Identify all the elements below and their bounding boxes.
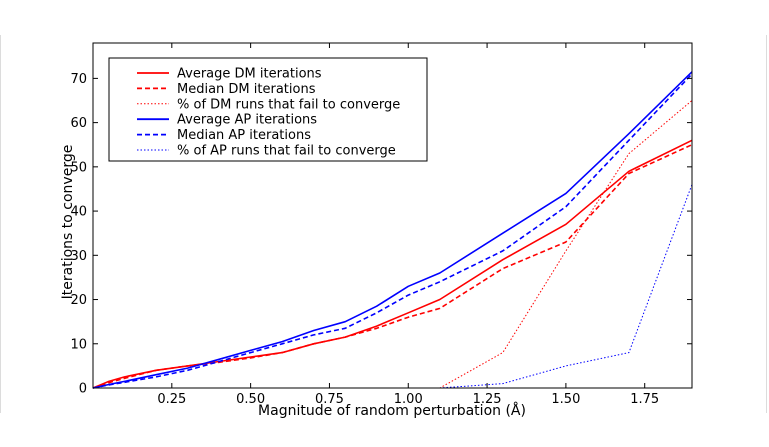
y-tick-label: 70 <box>70 72 87 87</box>
x-tick-label: 1.25 <box>473 392 502 407</box>
x-tick-label: 1.75 <box>630 392 659 407</box>
legend-label-3: % of DM runs that fail to converge <box>177 97 400 112</box>
y-tick-label: 50 <box>70 160 87 175</box>
series-line-2 <box>92 143 693 389</box>
x-tick-label: 0.50 <box>236 392 265 407</box>
series-layer <box>92 71 693 389</box>
legend-frame <box>108 57 428 162</box>
ticks-layer: 0.25 0.50 0.75 1.00 1.25 1.50 1.75 0 10 20 30 40 50 6… <box>70 43 692 407</box>
legend-label-2: Median DM iterations <box>177 82 316 97</box>
y-axis-label: Iterations to converge <box>60 145 76 300</box>
legend-label-5: Median AP iterations <box>177 128 311 143</box>
y-tick-label: 10 <box>70 337 87 352</box>
y-tick-label: 0 <box>79 382 87 397</box>
legend-label-6: % of AP runs that fail to converge <box>177 144 396 159</box>
series-line-6 <box>93 184 693 389</box>
plot-frame <box>92 42 693 389</box>
y-tick-label: 40 <box>70 205 87 220</box>
legend-label-4: Average AP iterations <box>177 113 317 128</box>
series-line-4 <box>92 71 693 389</box>
x-tick-label: 1.50 <box>551 392 580 407</box>
x-tick-label: 0.25 <box>157 392 186 407</box>
legend-label-1: Average DM iterations <box>177 67 322 82</box>
y-tick-label: 30 <box>70 249 87 264</box>
x-tick-label: 0.75 <box>315 392 344 407</box>
y-tick-label: 60 <box>70 116 87 131</box>
series-line-5 <box>92 73 693 389</box>
x-tick-label: 1.00 <box>394 392 423 407</box>
x-axis-label: Magnitude of random perturbation (Å) <box>258 402 526 419</box>
series-line-1 <box>92 139 693 389</box>
y-tick-label: 20 <box>70 293 87 308</box>
